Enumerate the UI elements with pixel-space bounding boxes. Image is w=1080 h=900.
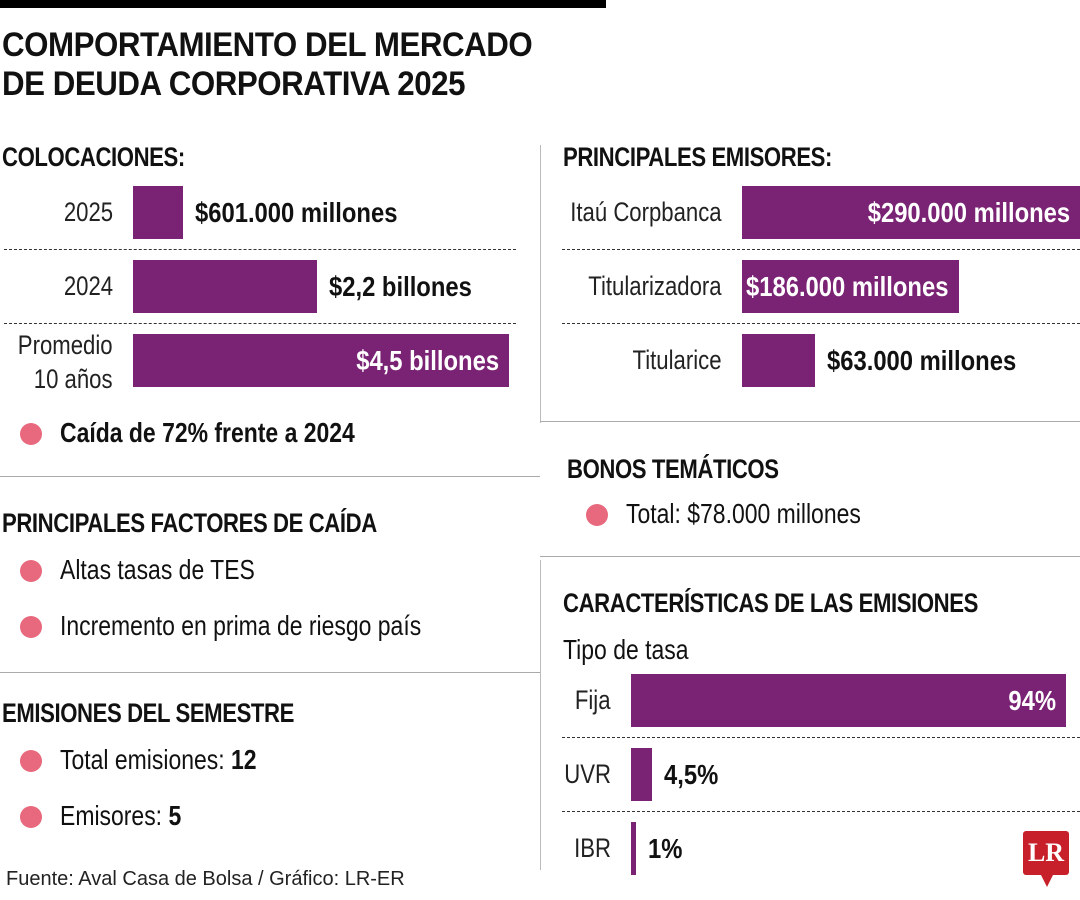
- caracteristicas-heading: CARACTERÍSTICAS DE LAS EMISIONES: [563, 588, 978, 618]
- bar-category-label: Fija: [575, 685, 611, 715]
- bar: [742, 334, 816, 387]
- factor-item: Incremento en prima de riesgo país: [60, 610, 422, 641]
- colocaciones-note: Caída de 72% frente a 2024: [60, 417, 355, 448]
- bar-category-label: 2024: [63, 271, 113, 301]
- section-divider: [0, 476, 540, 477]
- colocaciones-heading: COLOCACIONES:: [2, 142, 185, 172]
- bar: [133, 260, 317, 313]
- section-divider: [540, 556, 1080, 557]
- section-divider: [0, 672, 540, 673]
- bar-value-label: $63.000 millones: [827, 345, 1017, 376]
- bullet-icon: [20, 423, 42, 445]
- bar-category-label: Titularice: [633, 345, 722, 375]
- factores-heading: PRINCIPALES FACTORES DE CAÍDA: [2, 508, 377, 538]
- bonos-heading: BONOS TEMÁTICOS: [567, 454, 779, 484]
- bar: [742, 186, 1080, 239]
- page-title: COMPORTAMIENTO DEL MERCADO DE DEUDA CORP…: [2, 26, 533, 104]
- row-separator: [562, 811, 1080, 812]
- row-separator: [562, 249, 1080, 250]
- bar-category-label: 2025: [63, 197, 113, 227]
- bar: [133, 186, 184, 239]
- item-label: Total emisiones:: [60, 744, 232, 775]
- item-value: 5: [168, 800, 182, 831]
- row-separator: [4, 323, 516, 324]
- bar-value-label: 1%: [648, 833, 683, 864]
- bullet-icon: [20, 560, 42, 582]
- item-value: 12: [231, 744, 257, 775]
- row-separator: [4, 249, 516, 250]
- bar: [133, 334, 509, 387]
- bar: [742, 260, 959, 313]
- title-line-2: DE DEUDA CORPORATIVA 2025: [2, 65, 466, 103]
- bar: [631, 674, 1066, 727]
- bar-value-label: $290.000 millones: [867, 197, 1070, 228]
- bullet-icon: [586, 504, 608, 526]
- bar-category-label: UVR: [564, 759, 611, 789]
- bullet-icon: [20, 750, 42, 772]
- title-line-1: COMPORTAMIENTO DEL MERCADO: [2, 26, 533, 64]
- row-separator: [562, 737, 1080, 738]
- bullet-icon: [20, 806, 42, 828]
- semestre-heading: EMISIONES DEL SEMESTRE: [2, 698, 294, 728]
- bar-category-label: Promedio 10 años: [18, 330, 114, 394]
- row-separator: [562, 323, 1080, 324]
- bar-category-label: Itaú Corpbanca: [570, 197, 722, 227]
- bar: [631, 748, 652, 801]
- semestre-item-emisores: Emisores: 5: [60, 800, 181, 832]
- semestre-item-total: Total emisiones: 12: [60, 744, 257, 776]
- factor-item: Altas tasas de TES: [60, 554, 255, 585]
- bullet-icon: [20, 616, 42, 638]
- emisores-heading: PRINCIPALES EMISORES:: [563, 142, 832, 172]
- bar-category-label: Titularizadora: [588, 271, 722, 301]
- bar-value-label: $186.000 millones: [746, 271, 949, 302]
- bar-value-label: $601.000 millones: [195, 197, 398, 228]
- bar-value-label: 4,5%: [663, 759, 719, 790]
- bar-category-label: IBR: [574, 833, 611, 863]
- bar-value-label: $4,5 billones: [356, 345, 499, 376]
- source-note: Fuente: Aval Casa de Bolsa / Gráfico: LR…: [6, 868, 405, 890]
- bar-value-label: 94%: [1008, 685, 1056, 716]
- top-rule: [0, 0, 606, 8]
- bar: [631, 822, 636, 875]
- tipo-tasa-label: Tipo de tasa: [563, 634, 689, 665]
- item-label: Emisores:: [60, 800, 169, 831]
- bar-value-label: $2,2 billones: [328, 271, 472, 302]
- bonos-item: Total: $78.000 millones: [626, 498, 861, 529]
- column-divider: [540, 145, 541, 423]
- section-divider: [540, 421, 1080, 422]
- column-divider: [540, 560, 541, 870]
- lr-logo: LR: [1023, 831, 1069, 887]
